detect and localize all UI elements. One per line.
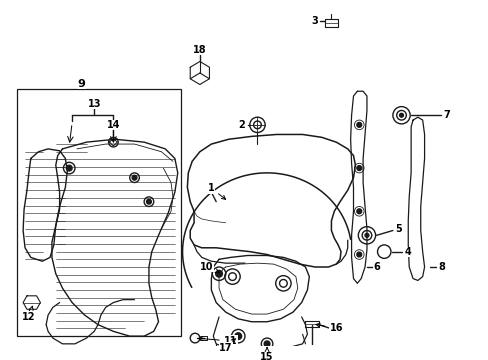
Circle shape: [234, 333, 241, 339]
Text: 8: 8: [438, 262, 445, 272]
Circle shape: [399, 113, 403, 117]
Text: 15: 15: [260, 347, 273, 360]
Text: 16: 16: [329, 324, 342, 333]
Text: 9: 9: [78, 78, 85, 89]
Text: 1: 1: [207, 183, 214, 193]
Circle shape: [356, 209, 361, 214]
Text: 5: 5: [394, 224, 401, 234]
Text: 11: 11: [199, 336, 237, 346]
Circle shape: [66, 165, 72, 171]
Text: 12: 12: [22, 306, 36, 322]
Text: 7: 7: [443, 110, 449, 120]
Text: 17: 17: [219, 339, 235, 353]
Circle shape: [356, 252, 361, 257]
Text: 14: 14: [106, 120, 120, 130]
Bar: [17, 89, 180, 336]
Text: 12: 12: [22, 312, 36, 322]
Text: 2: 2: [238, 120, 245, 130]
Circle shape: [356, 166, 361, 171]
Circle shape: [132, 175, 137, 180]
Circle shape: [364, 233, 368, 237]
Text: 10: 10: [200, 262, 219, 273]
Text: 6: 6: [372, 262, 379, 272]
Circle shape: [215, 270, 222, 277]
Text: 4: 4: [404, 247, 411, 257]
Text: 18: 18: [193, 45, 206, 55]
Text: 16: 16: [315, 323, 342, 333]
Text: 13: 13: [87, 99, 101, 109]
Circle shape: [356, 122, 361, 127]
Circle shape: [146, 199, 151, 204]
Text: 1: 1: [207, 183, 225, 199]
Text: 3: 3: [311, 16, 318, 26]
Circle shape: [264, 341, 269, 347]
